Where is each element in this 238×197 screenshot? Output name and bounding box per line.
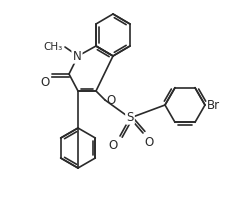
Text: O: O xyxy=(106,94,115,107)
Text: N: N xyxy=(73,49,81,62)
Text: O: O xyxy=(109,139,118,152)
Text: Br: Br xyxy=(207,98,220,112)
Text: O: O xyxy=(144,136,153,149)
Text: S: S xyxy=(126,111,134,124)
Text: O: O xyxy=(41,76,50,89)
Text: CH₃: CH₃ xyxy=(44,42,63,52)
